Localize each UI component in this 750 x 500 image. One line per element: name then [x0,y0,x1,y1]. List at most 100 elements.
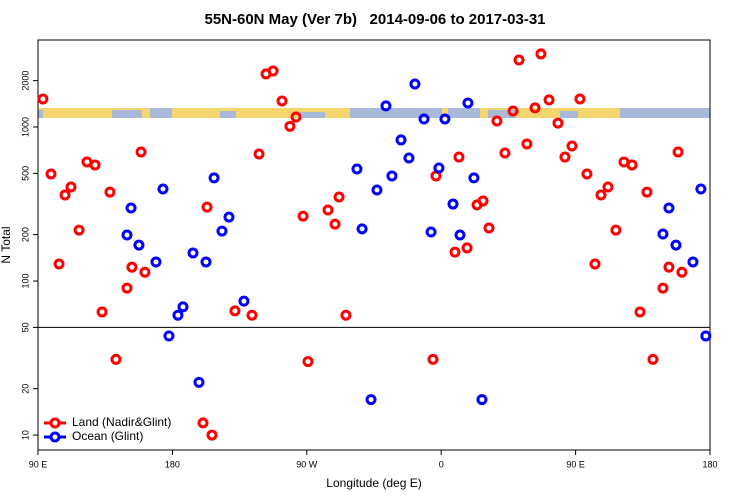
point [409,78,421,90]
point [197,417,209,429]
point [581,168,593,180]
point [447,198,459,210]
y-tick-label: 100 [20,274,30,289]
legend-marker [49,431,61,443]
point [647,353,659,365]
point [229,305,241,317]
point [177,301,189,313]
point [513,54,525,66]
point [126,261,138,273]
point [676,266,688,278]
point [589,258,601,270]
point [139,266,151,278]
point [187,247,199,259]
point [284,120,296,132]
point [96,306,108,318]
point [663,261,675,273]
plot-frame [37,39,711,451]
point [302,356,314,368]
point [427,353,439,365]
point [395,134,407,146]
point [543,94,555,106]
point [695,183,707,195]
point [657,228,669,240]
y-tick-label: 50 [20,322,30,332]
point [365,394,377,406]
x-axis-label: Longitude (deg E) [326,476,421,490]
point [626,159,638,171]
point [322,204,334,216]
point [150,256,162,268]
point [121,229,133,241]
point [135,146,147,158]
y-tick-label: 1000 [20,117,30,137]
point [380,100,392,112]
x-tick-label: 0 [439,459,444,469]
y-tick-label: 200 [20,227,30,242]
point [672,146,684,158]
point [73,224,85,236]
point [200,256,212,268]
map-strip [38,108,710,118]
point [574,93,586,105]
point [125,202,137,214]
point [238,295,250,307]
point [133,239,145,251]
point [206,429,218,441]
x-tick-label: 90 E [29,459,48,469]
point [59,189,71,201]
point [663,202,675,214]
point [163,330,175,342]
point [193,376,205,388]
point [37,93,49,105]
point [461,242,473,254]
point [439,113,451,125]
point [253,148,265,160]
point [566,140,578,152]
point [521,138,533,150]
point [356,223,368,235]
point [208,172,220,184]
y-tick-label: 20 [20,384,30,394]
y-tick-label: 10 [20,430,30,440]
point [425,226,437,238]
point [491,115,503,127]
chart-title: 55N-60N May (Ver 7b) 2014-09-06 to 2017-… [204,11,545,28]
point [89,159,101,171]
point [433,162,445,174]
point [201,201,213,213]
point [45,168,57,180]
x-tick-label: 90 W [296,459,318,469]
point [276,95,288,107]
point [507,105,519,117]
point [121,282,133,294]
point [290,111,302,123]
point [641,186,653,198]
y-tick-label: 500 [20,166,30,181]
point [454,229,466,241]
x-tick-label: 180 [702,459,717,469]
point [333,191,345,203]
x-tick-label: 90 E [566,459,585,469]
point [634,306,646,318]
point [157,183,169,195]
point [687,256,699,268]
point [529,102,541,114]
legend-label: Land (Nadir&Glint) [72,415,171,429]
point [351,163,363,175]
legend-label: Ocean (Glint) [72,429,143,443]
point [371,184,383,196]
point [418,113,430,125]
point [595,189,607,201]
point [104,186,116,198]
point [477,195,489,207]
point [657,282,669,294]
point [453,151,465,163]
point [110,353,122,365]
point [602,181,614,193]
point [552,117,564,129]
point [499,147,511,159]
point [246,309,258,321]
point [559,151,571,163]
point [172,309,184,321]
